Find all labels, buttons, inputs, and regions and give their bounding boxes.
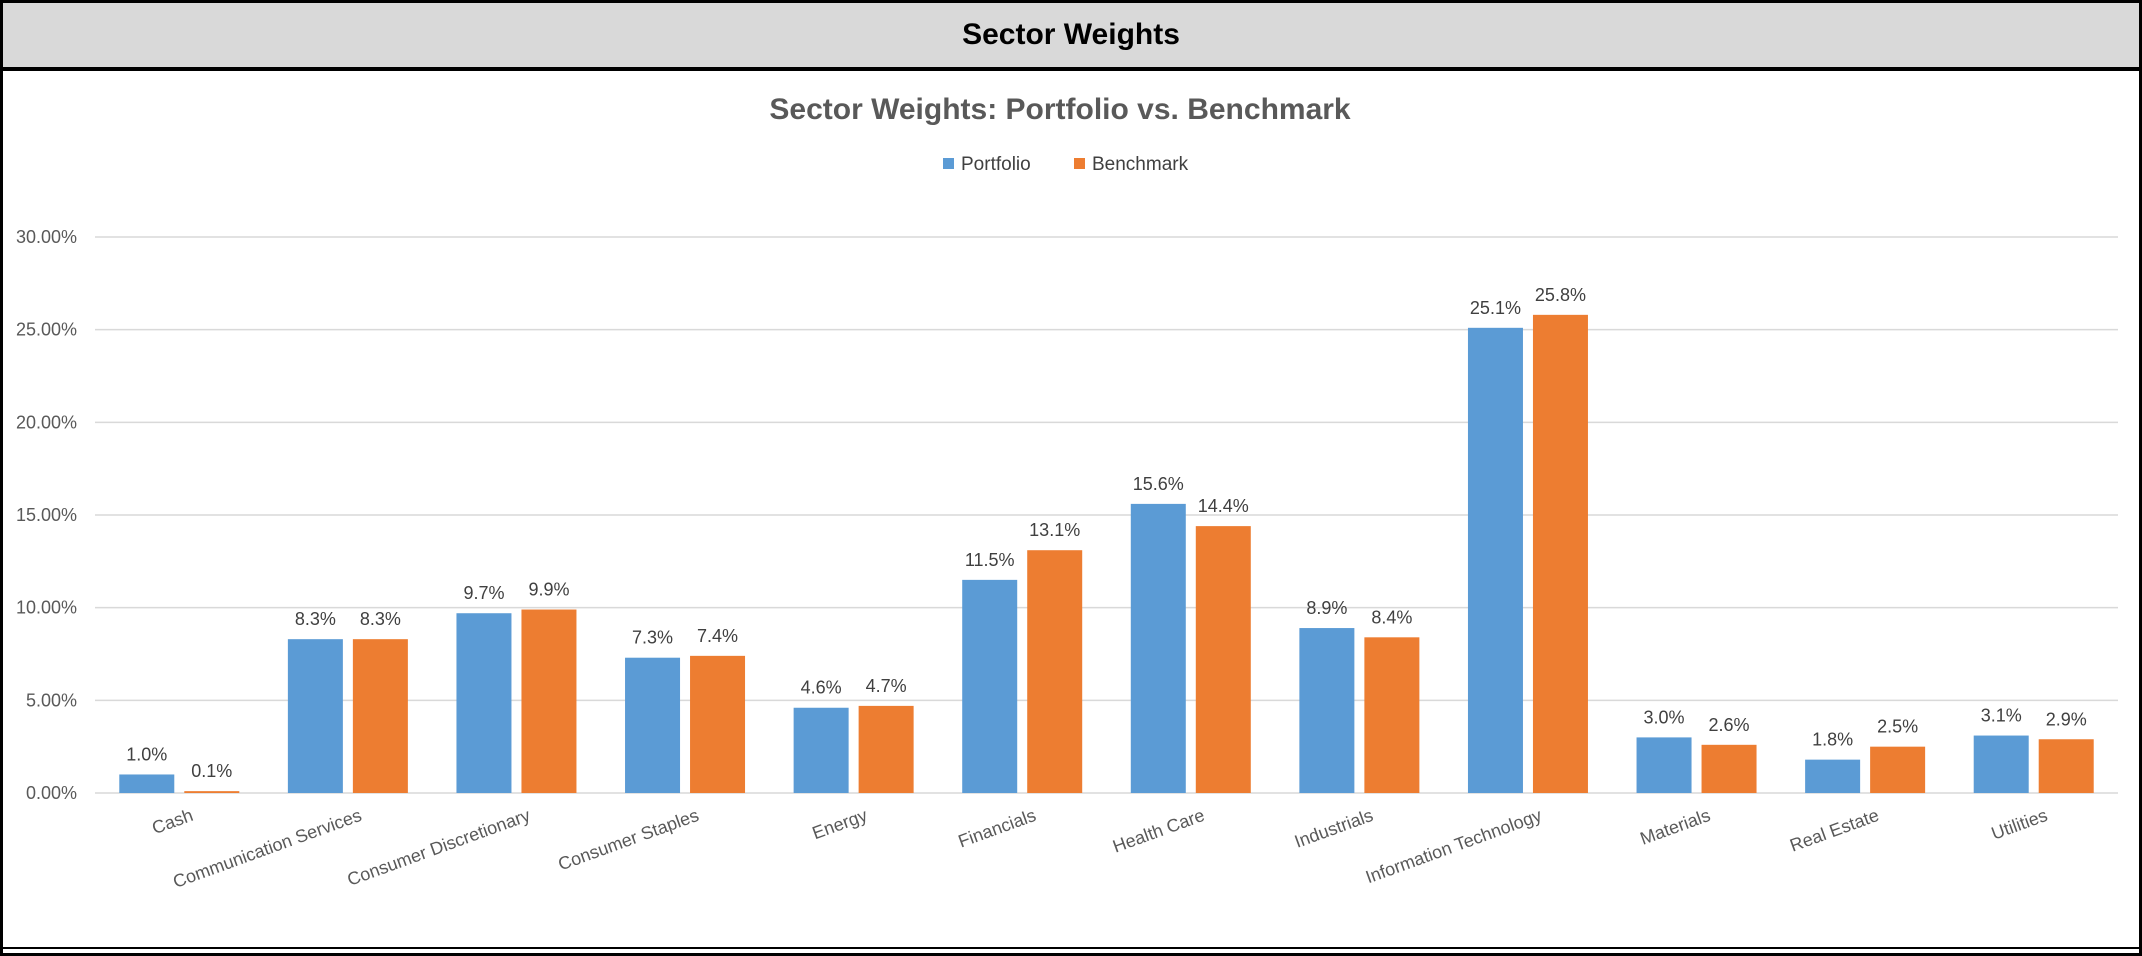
data-label-benchmark: 8.4%: [1371, 607, 1412, 627]
data-label-portfolio: 15.6%: [1133, 474, 1184, 494]
data-label-benchmark: 14.4%: [1198, 496, 1249, 516]
data-label-benchmark: 9.9%: [528, 580, 569, 600]
x-tick-label: Health Care: [1110, 805, 1207, 857]
data-label-portfolio: 9.7%: [463, 583, 504, 603]
data-label-portfolio: 3.0%: [1644, 707, 1685, 727]
bar-portfolio: [1973, 735, 2029, 793]
x-tick-label: Consumer Staples: [555, 805, 701, 874]
y-tick-label: 20.00%: [16, 412, 77, 432]
bar-benchmark: [1870, 746, 1926, 793]
data-label-benchmark: 2.9%: [2046, 709, 2087, 729]
data-label-portfolio: 8.9%: [1306, 598, 1347, 618]
y-tick-label: 30.00%: [16, 227, 77, 247]
y-tick-label: 0.00%: [26, 783, 77, 803]
panel-title: Sector Weights: [962, 18, 1180, 51]
bar-portfolio: [1805, 759, 1861, 793]
data-label-portfolio: 1.0%: [126, 744, 167, 764]
data-label-portfolio: 7.3%: [632, 628, 673, 648]
x-tick-label: Materials: [1637, 805, 1712, 849]
data-label-benchmark: 0.1%: [191, 761, 232, 781]
bar-benchmark: [1532, 314, 1588, 793]
y-axis-ticks: 0.00% 5.00% 10.00% 15.00% 20.00% 25.00% 30.00%: [16, 227, 77, 803]
bar-portfolio: [1636, 737, 1692, 793]
x-tick-label: Energy: [810, 805, 870, 843]
data-label-benchmark: 8.3%: [360, 609, 401, 629]
gridlines: [95, 236, 2118, 794]
legend: Portfolio Benchmark: [943, 154, 1189, 175]
data-label-benchmark: 13.1%: [1029, 520, 1080, 540]
data-label-portfolio: 11.5%: [965, 550, 1015, 570]
bar-portfolio: [287, 639, 343, 793]
x-tick-label: Consumer Discretionary: [345, 805, 533, 890]
bottom-rule: [3, 947, 2139, 949]
legend-swatch-benchmark: [1074, 158, 1085, 169]
bar-benchmark: [1364, 637, 1420, 793]
data-label-benchmark: 7.4%: [697, 626, 738, 646]
data-label-benchmark: 2.5%: [1877, 717, 1918, 737]
bars: [119, 314, 2094, 793]
bar-benchmark: [2038, 739, 2094, 793]
y-tick-label: 5.00%: [26, 690, 77, 710]
data-label-portfolio: 25.1%: [1470, 298, 1521, 318]
data-label-portfolio: 4.6%: [801, 678, 842, 698]
legend-label-benchmark: Benchmark: [1092, 154, 1189, 175]
x-tick-label: Financials: [956, 805, 1039, 852]
x-tick-label: Utilities: [1989, 805, 2050, 844]
panel-header: Sector Weights: [3, 3, 2139, 71]
data-label-benchmark: 25.8%: [1535, 285, 1586, 305]
bar-portfolio: [119, 774, 175, 793]
data-labels: 1.0% 0.1% 8.3% 8.3% 9.7% 9.9% 7.3% 7.4% 4.6% 4.7%…: [126, 285, 2086, 781]
x-tick-label: Real Estate: [1787, 805, 1881, 856]
x-tick-label: Industrials: [1292, 805, 1376, 852]
bar-benchmark: [1195, 526, 1251, 793]
bar-benchmark: [690, 655, 746, 793]
bar-portfolio: [456, 613, 512, 793]
x-tick-label: Information Technology: [1363, 805, 1544, 887]
legend-label-portfolio: Portfolio: [961, 154, 1031, 175]
bar-benchmark: [858, 705, 914, 793]
bar-portfolio: [962, 579, 1018, 793]
bar-portfolio: [1130, 503, 1186, 793]
bar-benchmark: [521, 609, 577, 793]
bar-portfolio: [793, 707, 849, 793]
bar-benchmark: [1027, 550, 1083, 793]
data-label-portfolio: 3.1%: [1981, 706, 2022, 726]
data-label-portfolio: 1.8%: [1812, 730, 1853, 750]
y-tick-label: 15.00%: [16, 505, 77, 525]
data-label-benchmark: 4.7%: [866, 676, 907, 696]
legend-swatch-portfolio: [943, 158, 954, 169]
bar-benchmark: [1701, 744, 1757, 793]
bar-portfolio: [625, 657, 681, 793]
y-tick-label: 25.00%: [16, 320, 77, 340]
x-tick-label: Cash: [149, 805, 195, 838]
data-label-portfolio: 8.3%: [295, 609, 336, 629]
data-label-benchmark: 2.6%: [1709, 715, 1750, 735]
bar-benchmark: [352, 639, 408, 793]
bar-benchmark: [184, 791, 240, 793]
x-tick-label: Communication Services: [170, 805, 364, 892]
chart-title: Sector Weights: Portfolio vs. Benchmark: [769, 93, 1351, 126]
bar-portfolio: [1467, 327, 1523, 793]
bar-portfolio: [1299, 628, 1355, 793]
y-tick-label: 10.00%: [16, 598, 77, 618]
